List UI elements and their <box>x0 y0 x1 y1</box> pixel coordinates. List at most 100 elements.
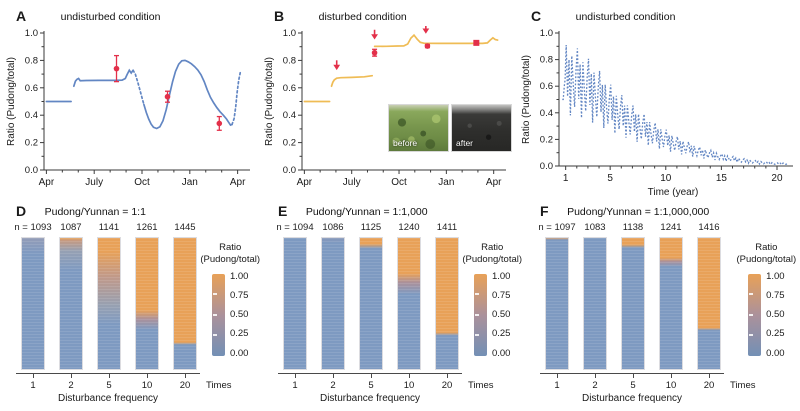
panel-E-header: E Pudong/Yunnan = 1:1,000 <box>262 195 524 219</box>
axes: 0.0 0.2 0.4 0.6 0.8 1.0 Apr July Oct Jan Apr <box>25 28 250 188</box>
n-value: 1086 <box>322 222 344 233</box>
panel-B: B disturbed condition 0.0 0.2 0.4 0.6 0.8 1.0… <box>258 0 515 194</box>
legend-tick-labels: 1.00 0.75 0.50 0.25 0.00 <box>492 271 511 359</box>
svg-text:5: 5 <box>607 173 613 184</box>
x-tick <box>33 374 34 378</box>
legend-tick-value: 0.75 <box>766 289 785 301</box>
bottom-row: D Pudong/Yunnan = 1:1 Disturbance freque… <box>0 195 800 411</box>
panel-F-body: Disturbance frequency n = 1097 1083 1138 12… <box>524 222 800 408</box>
legend-tick-mark <box>212 334 217 337</box>
ratio-bar-freq-2 <box>322 238 344 369</box>
svg-text:0.2: 0.2 <box>540 134 553 145</box>
legend-tick-mark <box>212 293 217 296</box>
y-axis-label: Ratio (Pudong/total) <box>264 57 275 146</box>
x-tick <box>595 374 596 378</box>
legend-tick-value: 0.00 <box>229 347 249 359</box>
x-tick <box>633 374 634 378</box>
n-value: 1261 <box>136 222 158 233</box>
ratio-bar-freq-5 <box>360 238 382 369</box>
legend-tick-labels: 1.00 0.75 0.50 0.25 0.00 <box>766 271 785 359</box>
x-tick-label: 10 <box>403 380 415 391</box>
panel-B-header: B disturbed condition <box>258 0 515 24</box>
x-tick-label: 1 <box>30 380 36 391</box>
legend-colorbar <box>748 273 762 356</box>
marker-circle_err <box>216 115 223 131</box>
legend-title: Ratio (Pudong/total) <box>198 242 262 267</box>
ratio-bar-freq-5 <box>622 238 644 369</box>
panel-letter: E <box>278 203 288 219</box>
svg-text:Apr: Apr <box>486 177 502 188</box>
legend-tick-mark <box>474 313 479 316</box>
x-tick <box>185 374 186 378</box>
x-axis-label: Disturbance frequency <box>319 393 421 404</box>
legend-tick-value: 1.00 <box>766 270 785 282</box>
panel-letter: A <box>16 8 27 24</box>
legend-colorbar-row: 1.00 0.75 0.50 0.25 0.00 <box>198 271 262 359</box>
x-tick-label: 5 <box>368 380 374 391</box>
panel-C: C undisturbed condition 0.0 0.2 0.4 0.6 0.8 1… <box>515 0 800 198</box>
x-tick <box>109 374 110 378</box>
panel-title: Pudong/Yunnan = 1:1,000,000 <box>567 206 710 218</box>
svg-text:0.6: 0.6 <box>283 83 296 94</box>
photo-inset: before after <box>388 104 512 152</box>
x-tick <box>71 374 72 378</box>
svg-text:0.2: 0.2 <box>283 138 296 149</box>
series-line <box>330 74 374 88</box>
n-value: n = 1093 <box>14 222 52 233</box>
n-value: 1241 <box>660 222 682 233</box>
svg-text:Apr: Apr <box>39 177 55 188</box>
marker-square <box>473 39 480 46</box>
ratio-bar-freq-10 <box>660 238 682 369</box>
series-line <box>231 70 242 126</box>
svg-text:0.4: 0.4 <box>540 108 553 119</box>
line-chart-disturbed-year1: 0.0 0.2 0.4 0.6 0.8 1.0 Apr July Oct Jan Apr Ratio … <box>264 26 506 188</box>
panel-E-body: Disturbance frequency n = 1094 1086 1125 12… <box>262 222 524 408</box>
svg-text:0.0: 0.0 <box>540 161 553 172</box>
legend-colorbar <box>211 273 225 356</box>
x-axis-label: Disturbance frequency <box>581 393 683 404</box>
ratio-bar-freq-2 <box>60 238 82 369</box>
bar-chart-ratio-1-1000000: Disturbance frequency n = 1097 1083 1138 12… <box>538 222 755 408</box>
legend-tick-value: 0.00 <box>766 347 785 359</box>
svg-text:1.0: 1.0 <box>25 28 38 39</box>
x-tick-label: 20 <box>441 380 453 391</box>
ratio-bar-freq-10 <box>398 238 420 369</box>
bar-chart-ratio-1-1: Disturbance frequency n = 1093 1087 1141 12… <box>14 222 231 408</box>
legend-tick-value: 0.75 <box>229 289 249 301</box>
svg-text:0.2: 0.2 <box>25 138 38 149</box>
marker-tri_down <box>333 60 341 71</box>
marker-tri_down <box>371 29 378 40</box>
photo-after-label: after <box>456 138 474 148</box>
svg-text:0.8: 0.8 <box>540 55 553 66</box>
legend-title-line2: (Pudong/total) <box>462 254 523 266</box>
panel-C-header: C undisturbed condition <box>515 0 800 24</box>
x-tick-label: 2 <box>592 380 598 391</box>
panel-letter: C <box>531 8 542 24</box>
color-legend: Ratio (Pudong/total) 1.00 0.75 0.50 0.25 0.0… <box>460 222 524 408</box>
svg-text:0.6: 0.6 <box>25 83 38 94</box>
legend-tick-value: 0.25 <box>229 328 249 340</box>
panel-title: undisturbed condition <box>575 11 676 23</box>
legend-tick-value: 0.25 <box>491 328 511 340</box>
ratio-bar-freq-20 <box>174 238 196 369</box>
ratio-bar-freq-10 <box>136 238 158 369</box>
ratio-bar-freq-1 <box>22 238 44 369</box>
svg-text:15: 15 <box>716 173 728 184</box>
legend-tick-value: 0.00 <box>491 347 511 359</box>
n-value: 1125 <box>360 222 382 233</box>
x-unit-label: Times <box>468 380 494 391</box>
x-tick <box>447 374 448 378</box>
legend-title: Ratio (Pudong/total) <box>460 242 524 267</box>
svg-text:0.0: 0.0 <box>283 165 296 176</box>
x-tick-label: 2 <box>68 380 74 391</box>
panel-letter: D <box>16 203 27 219</box>
ratio-bar-freq-1 <box>546 238 568 369</box>
x-tick-label: 10 <box>665 380 677 391</box>
x-tick-label: 1 <box>554 380 560 391</box>
legend-tick-mark <box>474 293 479 296</box>
ratio-bar-freq-20 <box>436 238 458 369</box>
svg-text:Apr: Apr <box>297 177 313 188</box>
x-tick-label: 1 <box>292 380 298 391</box>
x-tick-label: 20 <box>179 380 191 391</box>
svg-text:Apr: Apr <box>230 177 246 188</box>
